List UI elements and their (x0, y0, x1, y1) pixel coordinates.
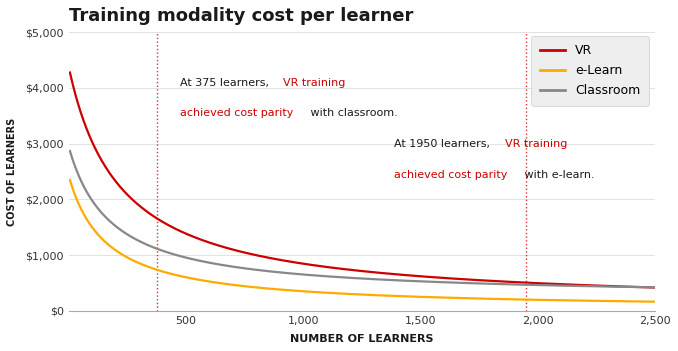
Text: At 1950 learners,: At 1950 learners, (395, 139, 494, 149)
Text: with classroom.: with classroom. (306, 108, 397, 119)
Text: VR training: VR training (505, 139, 567, 149)
Legend: VR, e-Learn, Classroom: VR, e-Learn, Classroom (532, 35, 649, 106)
X-axis label: NUMBER OF LEARNERS: NUMBER OF LEARNERS (290, 334, 434, 344)
Text: achieved cost parity: achieved cost parity (180, 108, 294, 119)
Text: Training modality cost per learner: Training modality cost per learner (68, 7, 413, 25)
Text: with e-learn.: with e-learn. (521, 170, 595, 180)
Text: VR training: VR training (283, 78, 346, 88)
Y-axis label: COST OF LEARNERS: COST OF LEARNERS (7, 117, 17, 226)
Text: At 375 learners,: At 375 learners, (180, 78, 273, 88)
Text: achieved cost parity: achieved cost parity (395, 170, 508, 180)
